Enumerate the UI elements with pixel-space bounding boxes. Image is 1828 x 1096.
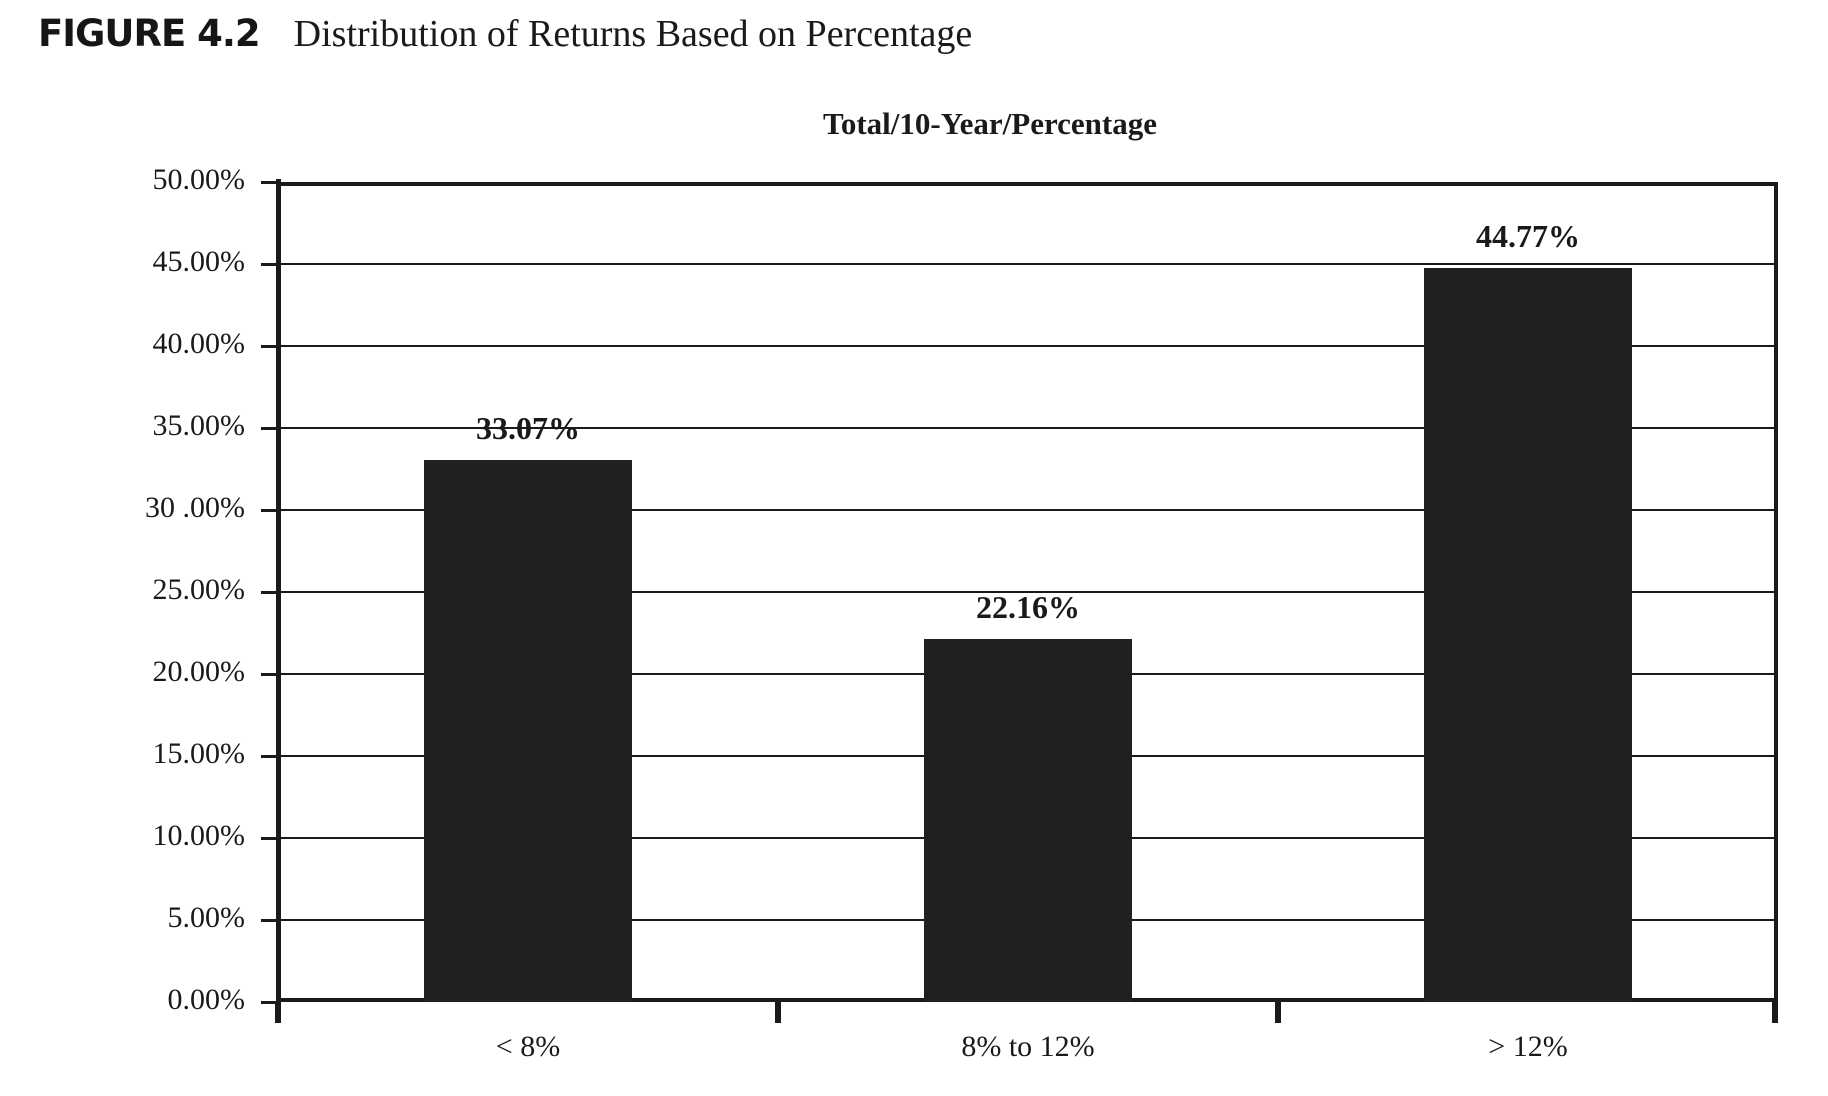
x-axis-label: 8% to 12% [961,1030,1095,1063]
x-axis-label: < 8% [495,1030,561,1063]
y-tick-label: 0.00% [167,983,246,1016]
figure-label: FIGURE 4.2 [38,12,261,55]
y-axis-tick [261,1001,278,1004]
y-axis-tick [261,427,278,430]
y-axis-tick [261,837,278,840]
y-axis-tick [261,673,278,676]
chart-title: Total/10-Year/Percentage [822,106,1158,141]
y-axis-tick [261,755,278,758]
y-tick-label: 15.00% [152,737,246,770]
x-axis-tick [775,1002,781,1023]
bar [924,639,1132,1002]
gridline [278,345,1778,347]
gridline [278,182,1778,186]
gridline [278,509,1778,511]
gridline [278,263,1778,265]
x-axis-tick [275,1002,281,1023]
y-axis-tick [261,591,278,594]
figure-header: FIGURE 4.2 Distribution of Returns Based… [38,12,972,56]
x-axis-label: > 12% [1488,1030,1568,1063]
y-axis-tick [261,181,278,184]
y-tick-label: 35.00% [152,409,246,442]
y-axis-line [276,179,281,1007]
y-tick-label: 20.00% [152,655,246,688]
y-tick-label: 40.00% [152,327,246,360]
gridline [278,427,1778,429]
bar-chart-plot-area: 50.00% 45.00% 40.00% 35.00% 30 .00% 25.00% 20.… [145,163,1778,1063]
y-axis-tick [261,919,278,922]
y-axis-tick [261,345,278,348]
gridline [278,591,1778,593]
x-axis-tick [1772,1002,1778,1023]
bar-value-label: 22.16% [976,589,1080,625]
y-tick-label: 50.00% [152,163,246,196]
y-axis-tick [261,263,278,266]
bar [1424,268,1632,1002]
bar [424,460,632,1002]
y-tick-label: 25.00% [152,573,246,606]
x-axis-tick [1275,1002,1281,1023]
y-tick-label: 45.00% [152,245,246,278]
y-tick-label: 30 .00% [145,491,245,524]
y-tick-label: 5.00% [167,901,246,934]
y-tick-label: 10.00% [152,819,246,852]
plot-right-border [1774,182,1778,1002]
bar-value-label: 33.07% [476,410,580,446]
y-axis-tick [261,509,278,512]
figure-title: Distribution of Returns Based on Percent… [293,13,973,55]
bar-value-label: 44.77% [1476,218,1580,254]
